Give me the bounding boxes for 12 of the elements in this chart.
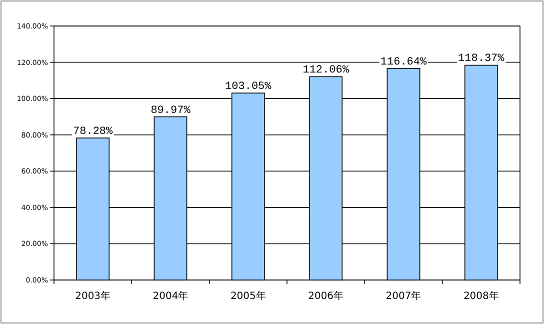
x-tick-label: 2004年 [152,290,188,302]
data-label: 112.06% [302,64,350,77]
data-label: 103.05% [225,81,272,94]
x-tick-label: 2003年 [75,290,111,302]
data-label: 118.37% [458,53,505,66]
data-label: 78.28% [73,126,114,138]
data-label: 89.97% [150,104,191,117]
x-tick-label: 2005年 [230,290,266,302]
x-tick-label: 2006年 [308,290,344,302]
x-tick-label: 2007年 [386,290,422,302]
data-label: 116.64% [380,56,427,68]
x-tick-label: 2008年 [463,290,499,302]
